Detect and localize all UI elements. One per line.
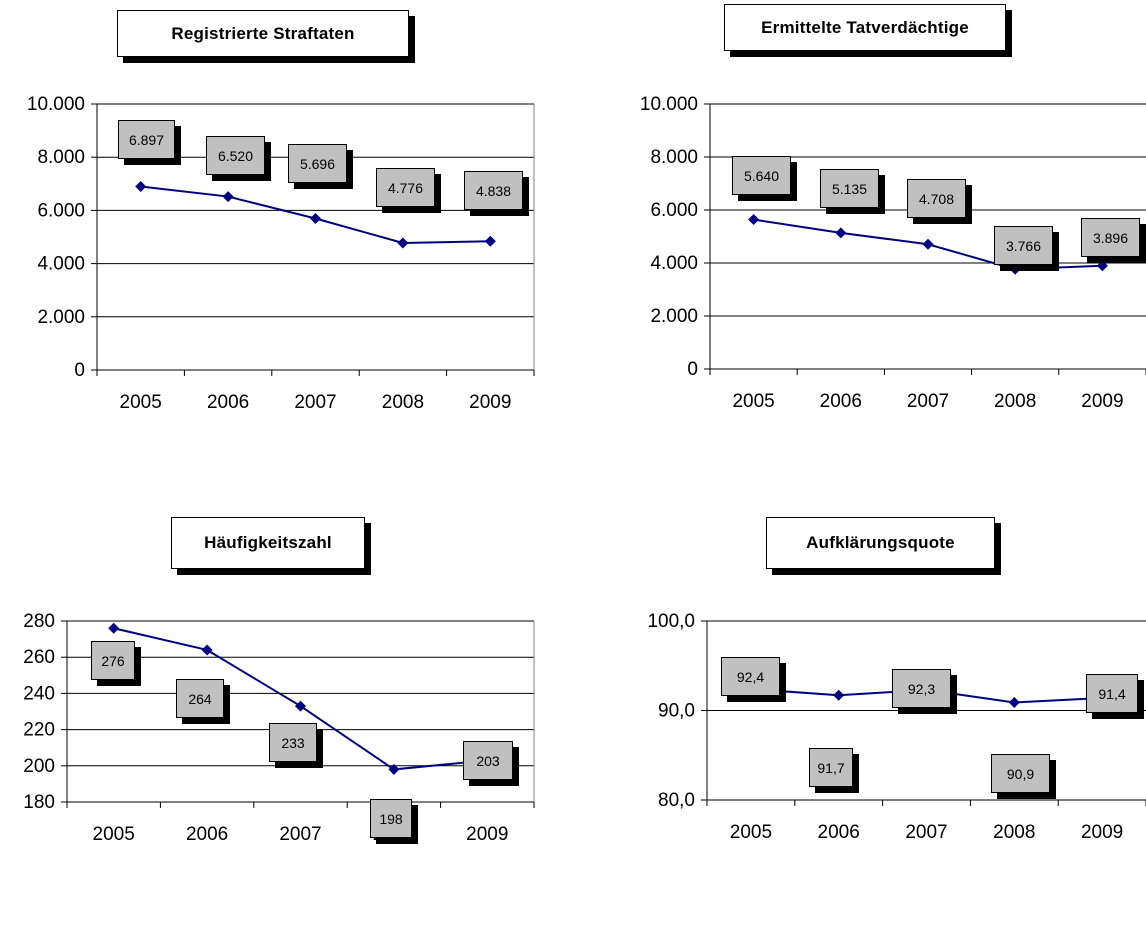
y-tick-label: 10.000	[27, 94, 85, 115]
data-point-marker	[1010, 264, 1021, 275]
x-tick-label: 2009	[469, 392, 511, 413]
data-point-marker	[108, 623, 119, 634]
x-tick-label: 2007	[279, 824, 321, 845]
x-tick-label: 2009	[1081, 822, 1123, 843]
x-tick-label: 2005	[93, 824, 135, 845]
x-tick-label: 2005	[732, 391, 774, 412]
x-tick-label: 2006	[186, 824, 228, 845]
x-tick-label: 2006	[820, 391, 862, 412]
data-label: 4.708	[907, 179, 966, 218]
data-label: 4.776	[376, 168, 435, 207]
x-tick-label: 2007	[905, 822, 947, 843]
chart-title: Ermittelte Tatverdächtige	[724, 4, 1006, 51]
y-tick-label: 220	[23, 720, 55, 741]
data-label: 5.640	[732, 156, 791, 195]
data-label: 198	[370, 799, 412, 838]
chart-haeufigkeitszahl: Häufigkeitszahl 180 200 220 240 260 280 2005 20…	[0, 466, 573, 932]
data-point-marker	[833, 690, 844, 701]
y-tick-label: 90,0	[658, 701, 695, 722]
x-tick-label: 2007	[294, 392, 336, 413]
x-tick-label: 2008	[993, 822, 1035, 843]
x-tick-label: 2008	[382, 392, 424, 413]
x-tick-label: 2005	[120, 392, 162, 413]
data-label: 233	[269, 723, 317, 762]
data-point-marker	[835, 227, 846, 238]
chart-title: Aufklärungsquote	[766, 517, 995, 569]
y-tick-label: 4.000	[650, 253, 698, 274]
x-tick-label: 2009	[466, 824, 508, 845]
data-label: 4.838	[464, 171, 523, 210]
y-tick-label: 0	[687, 359, 698, 380]
data-label: 92,3	[892, 669, 951, 708]
data-label: 5.696	[288, 144, 347, 183]
data-point-marker	[748, 214, 759, 225]
y-tick-label: 200	[23, 756, 55, 777]
data-label: 6.520	[206, 136, 265, 175]
x-tick-label: 2005	[730, 822, 772, 843]
data-point-marker	[1009, 697, 1020, 708]
y-tick-label: 180	[23, 792, 55, 813]
data-label: 3.896	[1081, 218, 1140, 257]
chart-plot: 0 2.000 4.000 6.000 8.000 10.000 2005 2006 2007 2…	[0, 0, 573, 466]
y-tick-label: 80,0	[658, 790, 695, 811]
x-tick-label: 2007	[907, 391, 949, 412]
data-point-marker	[310, 213, 321, 224]
data-point-marker	[202, 644, 213, 655]
data-label: 91,7	[809, 748, 853, 787]
data-label: 6.897	[118, 120, 175, 159]
data-point-marker	[223, 191, 234, 202]
data-label: 264	[176, 679, 224, 718]
y-tick-label: 2.000	[650, 306, 698, 327]
x-tick-label: 2009	[1081, 391, 1123, 412]
y-tick-label: 10.000	[640, 94, 698, 115]
data-label: 91,4	[1086, 674, 1138, 713]
y-tick-label: 240	[23, 683, 55, 704]
y-tick-label: 4.000	[37, 254, 85, 275]
chart-plot: 0 2.000 4.000 6.000 8.000 10.000 2005 2006 2007 2…	[573, 0, 1146, 466]
x-tick-label: 2008	[994, 391, 1036, 412]
data-point-marker	[1097, 260, 1108, 271]
y-tick-label: 8.000	[650, 147, 698, 168]
data-label: 276	[91, 641, 135, 680]
y-tick-label: 6.000	[650, 200, 698, 221]
y-tick-label: 2.000	[37, 307, 85, 328]
data-point-marker	[923, 239, 934, 250]
data-point-marker	[397, 237, 408, 248]
data-point-marker	[135, 181, 146, 192]
data-label: 203	[463, 741, 513, 780]
y-tick-label: 6.000	[37, 200, 85, 221]
chart-title: Registrierte Straftaten	[117, 10, 409, 57]
chart-title: Häufigkeitszahl	[171, 517, 365, 569]
data-label: 5.135	[820, 169, 879, 208]
x-tick-label: 2006	[818, 822, 860, 843]
y-tick-label: 0	[74, 360, 85, 381]
y-tick-label: 100,0	[647, 611, 695, 632]
y-tick-label: 8.000	[37, 147, 85, 168]
data-point-marker	[485, 236, 496, 247]
data-label: 3.766	[994, 226, 1053, 265]
chart-ermittelte-tatverdaechtige: Ermittelte Tatverdächtige 0 2.000 4.000 6.0…	[573, 0, 1146, 466]
chart-registrierte-straftaten: Registrierte Straftaten 0 2.000 4.000 6.000…	[0, 0, 573, 466]
x-tick-label: 2006	[207, 392, 249, 413]
data-point-marker	[295, 701, 306, 712]
y-tick-label: 260	[23, 647, 55, 668]
chart-aufklaerungsquote: Aufklärungsquote 80,0 90,0 100,0 2005 2006 20…	[573, 466, 1146, 932]
y-tick-label: 280	[23, 611, 55, 632]
data-label: 90,9	[991, 754, 1050, 793]
data-label: 92,4	[721, 657, 780, 696]
